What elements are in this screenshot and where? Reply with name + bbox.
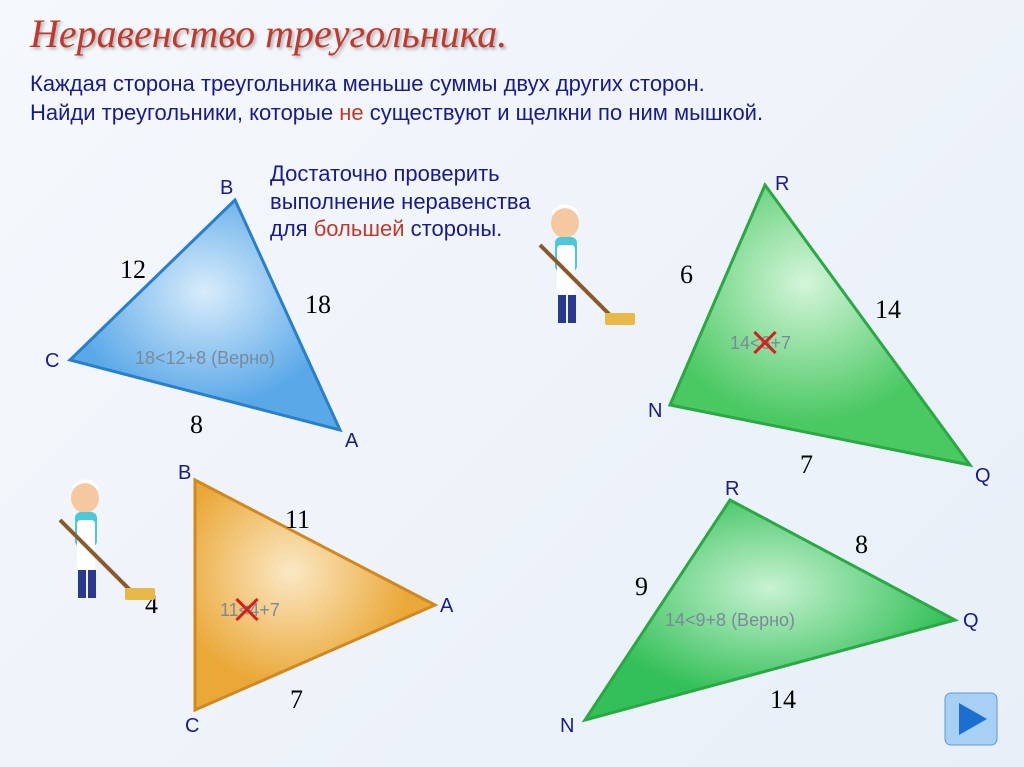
t1-vertex-a: A — [345, 430, 358, 453]
triangle-3-shape — [110, 470, 450, 730]
triangle-1[interactable]: B C A 12 18 8 18<12+8 (Верно) — [40, 185, 370, 445]
t4-side-8: 8 — [855, 530, 868, 560]
t3-side-11: 11 — [285, 505, 310, 535]
t4-vertex-q: Q — [963, 610, 979, 633]
triangle-2-shape — [600, 175, 1000, 475]
t2-cross-icon — [750, 328, 780, 358]
page-title: Неравенство треугольника. — [30, 10, 507, 57]
subtitle-line2a: Найди треугольники, которые — [30, 100, 339, 125]
t1-side-8: 8 — [190, 410, 203, 440]
t4-side-14: 14 — [770, 685, 796, 715]
t3-vertex-a: A — [440, 595, 453, 618]
t1-check: 18<12+8 (Верно) — [135, 348, 275, 369]
next-button[interactable] — [943, 691, 999, 747]
t3-vertex-c: C — [185, 715, 199, 738]
hint-line1: Достаточно проверить — [270, 161, 500, 186]
subtitle-red: не — [339, 100, 363, 125]
t4-side-9: 9 — [635, 572, 648, 602]
t1-side-18: 18 — [305, 290, 331, 320]
subtitle-line2b: существуют и щелкни по ним мышкой. — [364, 100, 764, 125]
t1-side-12: 12 — [120, 255, 146, 285]
subtitle-line1: Каждая сторона треугольника меньше суммы… — [30, 71, 705, 96]
t2-side-6: 6 — [680, 260, 693, 290]
t2-vertex-r: R — [775, 173, 789, 196]
t4-vertex-n: N — [560, 715, 574, 738]
t4-vertex-r: R — [725, 478, 739, 501]
triangle-3[interactable]: B C A 4 11 7 11<4+7 — [110, 470, 450, 730]
t2-vertex-q: Q — [975, 465, 991, 488]
t2-vertex-n: N — [648, 400, 662, 423]
hint-line3b: стороны. — [405, 216, 503, 241]
worker-icon-1 — [510, 195, 640, 335]
triangle-4[interactable]: R N Q 9 8 14 14<9+8 (Верно) — [545, 490, 975, 740]
worker-icon-2 — [30, 470, 160, 610]
t3-side-7: 7 — [290, 685, 303, 715]
t3-vertex-b: B — [178, 462, 191, 485]
triangle-2[interactable]: R N Q 6 14 7 14<6+7 — [600, 175, 1000, 475]
t2-side-14: 14 — [875, 295, 901, 325]
t3-cross-icon — [232, 595, 262, 625]
t2-side-7: 7 — [800, 450, 813, 480]
subtitle: Каждая сторона треугольника меньше суммы… — [30, 70, 994, 127]
next-arrow-icon — [943, 691, 999, 747]
t4-check: 14<9+8 (Верно) — [665, 610, 795, 631]
t1-vertex-b: B — [220, 177, 233, 200]
t1-vertex-c: C — [45, 350, 59, 373]
